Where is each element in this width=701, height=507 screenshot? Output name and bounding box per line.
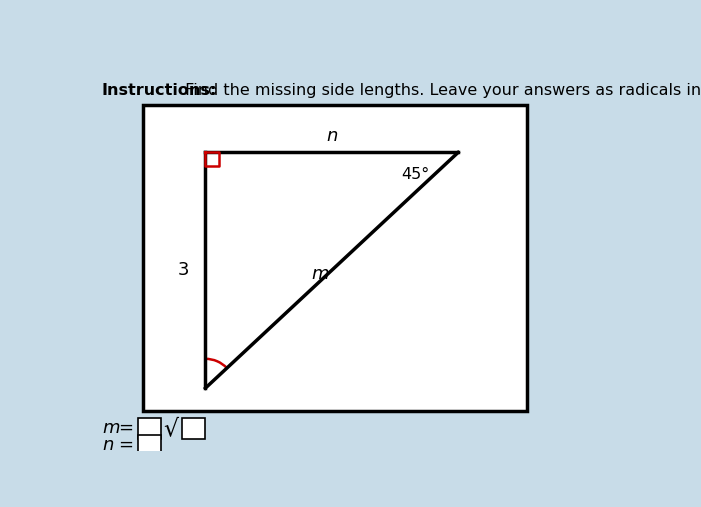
Text: Instructions:: Instructions: <box>102 83 217 98</box>
Text: 45°: 45° <box>402 166 430 182</box>
Bar <box>144 105 527 411</box>
Text: =: = <box>118 436 134 454</box>
Bar <box>138 435 161 456</box>
Text: m: m <box>311 265 329 283</box>
Text: √: √ <box>163 416 179 440</box>
Text: $m$: $m$ <box>102 419 120 437</box>
Text: n: n <box>326 127 337 144</box>
Text: $n$: $n$ <box>102 436 114 454</box>
Text: Find the missing side lengths. Leave your answers as radicals in simplest form.: Find the missing side lengths. Leave you… <box>180 83 701 98</box>
Bar <box>138 418 161 439</box>
Bar <box>182 418 205 439</box>
Text: =: = <box>118 419 134 437</box>
Text: 3: 3 <box>178 261 189 279</box>
